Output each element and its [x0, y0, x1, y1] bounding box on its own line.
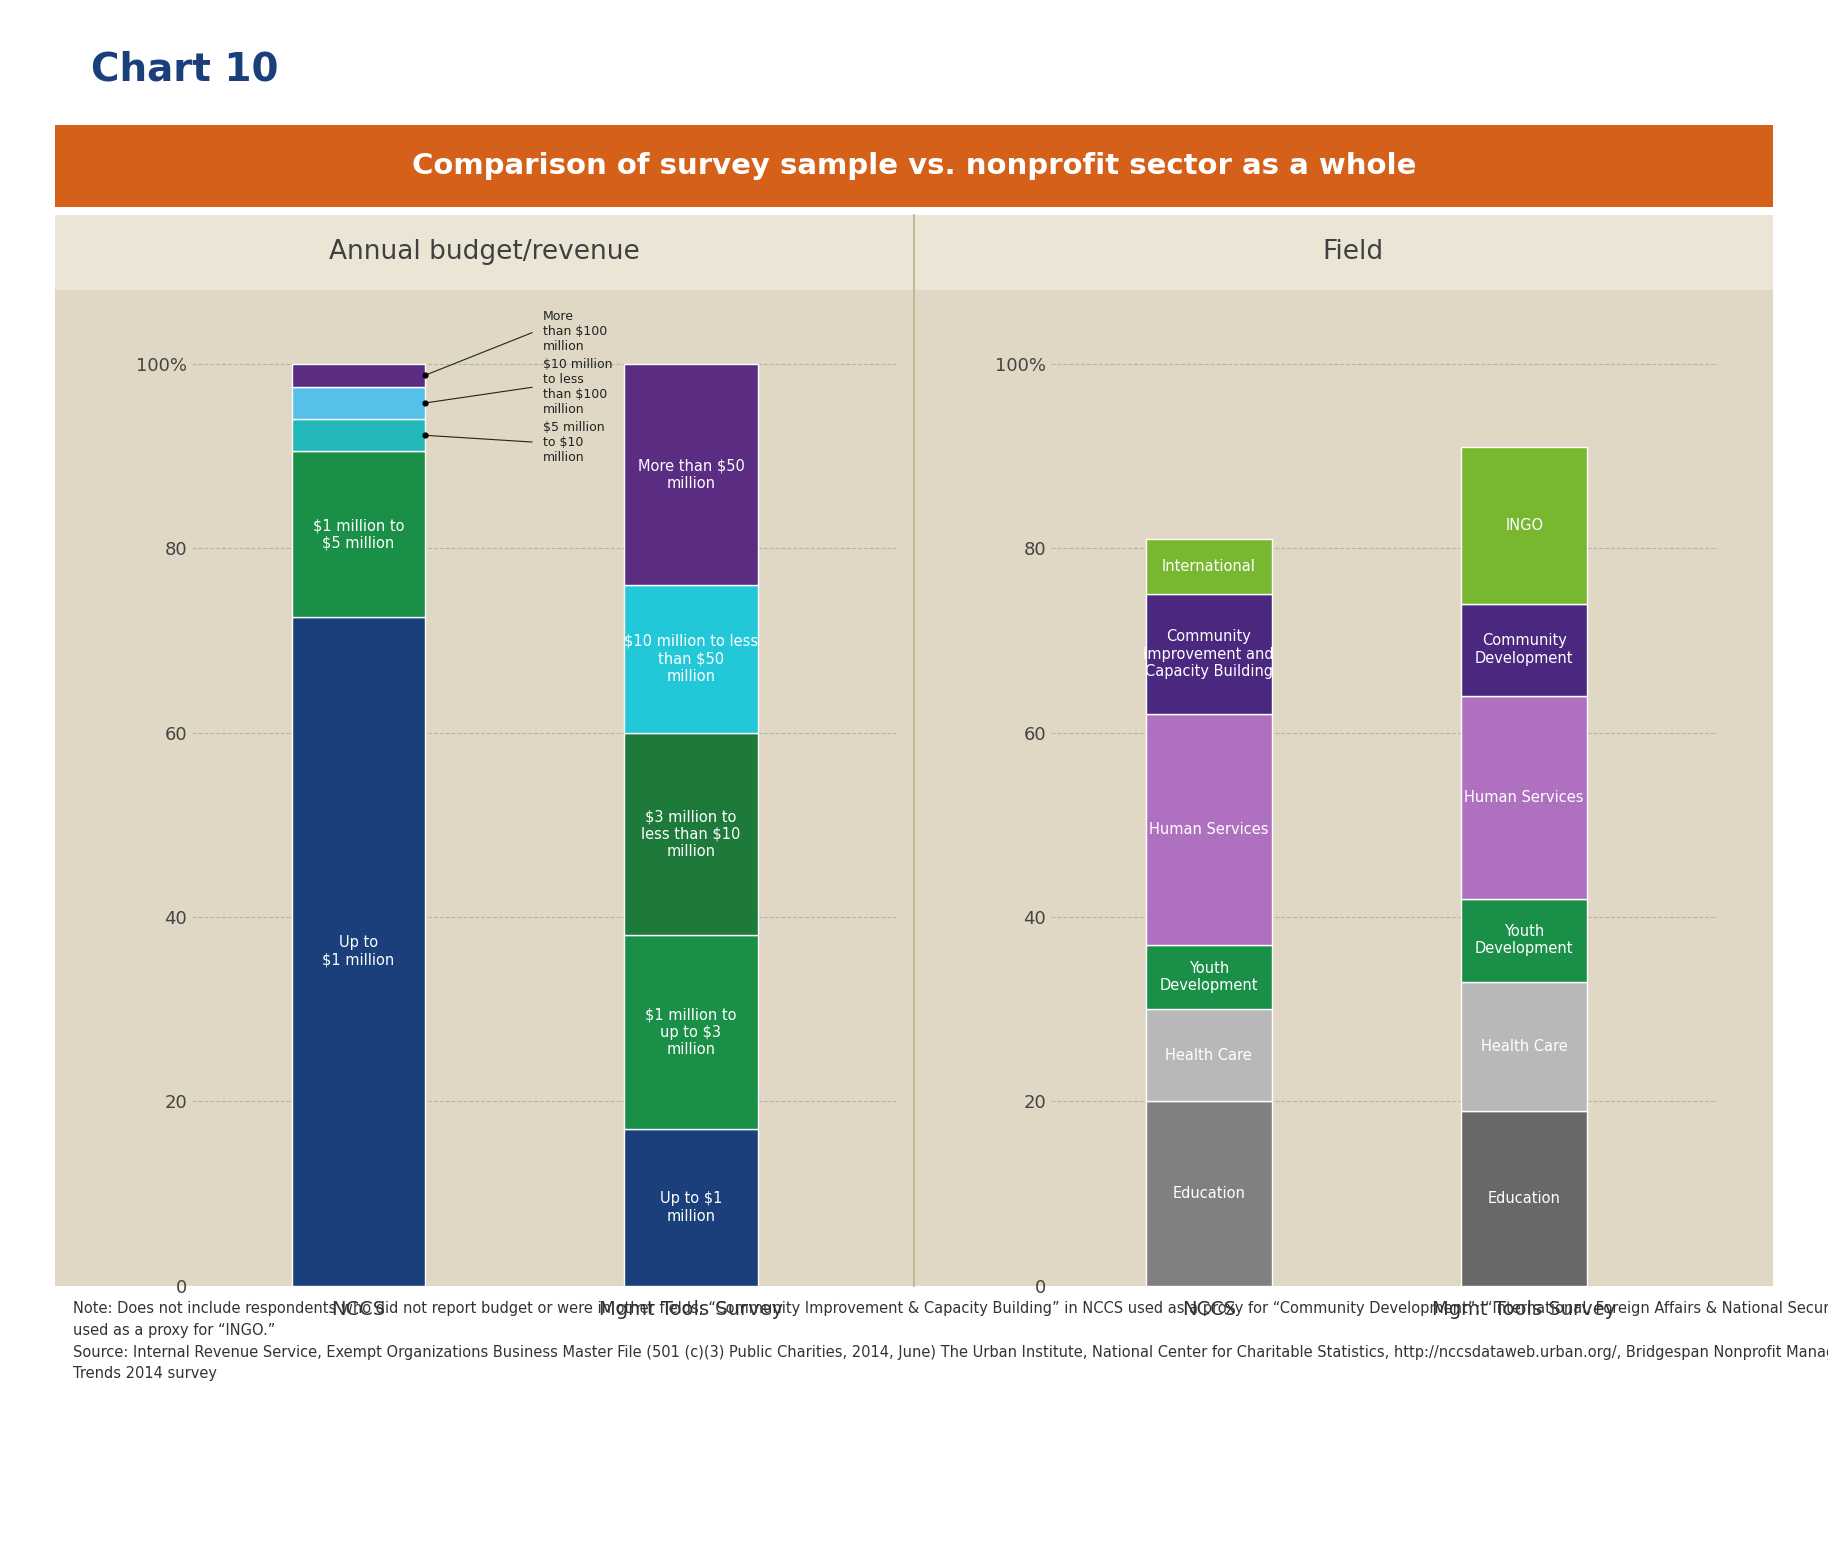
Text: INGO: INGO [1504, 517, 1543, 533]
Text: Note: Does not include respondents who did not report budget or were in other fi: Note: Does not include respondents who d… [73, 1301, 1828, 1381]
Bar [625, 936, 757, 1129]
Bar [292, 618, 424, 1286]
Text: $5 million
to $10
million: $5 million to $10 million [543, 420, 605, 464]
Text: Chart 10: Chart 10 [91, 50, 280, 88]
Text: Health Care: Health Care [1166, 1047, 1252, 1063]
Bar [1146, 944, 1272, 1010]
Text: More
than $100
million: More than $100 million [543, 310, 607, 353]
Bar [1461, 447, 1587, 604]
Bar [1146, 539, 1272, 594]
Text: Education: Education [1172, 1185, 1245, 1201]
Text: $1 million to
up to $3
million: $1 million to up to $3 million [645, 1007, 737, 1057]
Bar [1146, 1101, 1272, 1286]
Text: Up to
$1 million: Up to $1 million [322, 936, 395, 967]
Bar [1461, 898, 1587, 982]
Text: Up to $1
million: Up to $1 million [660, 1192, 722, 1223]
Bar [625, 364, 757, 585]
Text: Human Services: Human Services [1150, 822, 1269, 837]
Text: Annual budget/revenue: Annual budget/revenue [329, 240, 640, 265]
Text: Comparison of survey sample vs. nonprofit sector as a whole: Comparison of survey sample vs. nonprofi… [411, 152, 1417, 180]
Text: $1 million to
$5 million: $1 million to $5 million [313, 517, 404, 550]
Bar [1146, 1010, 1272, 1101]
Text: $10 million to less
than $50
million: $10 million to less than $50 million [623, 633, 759, 684]
Bar [1146, 594, 1272, 713]
Text: Field: Field [1322, 240, 1384, 265]
Bar [625, 1129, 757, 1286]
Text: Community
Development: Community Development [1475, 633, 1574, 666]
Bar [1461, 982, 1587, 1110]
Text: Community
Improvement and
Capacity Building: Community Improvement and Capacity Build… [1144, 629, 1274, 679]
Bar [292, 452, 424, 618]
Text: Youth
Development: Youth Development [1475, 924, 1574, 956]
Text: $3 million to
less than $10
million: $3 million to less than $10 million [642, 809, 740, 859]
Bar [625, 732, 757, 936]
Bar [1461, 604, 1587, 696]
Text: More than $50
million: More than $50 million [638, 458, 744, 491]
Bar [292, 387, 424, 419]
Bar [292, 419, 424, 452]
Text: $10 million
to less
than $100
million: $10 million to less than $100 million [543, 358, 612, 416]
Text: International: International [1163, 560, 1256, 574]
Text: Youth
Development: Youth Development [1159, 961, 1258, 993]
Bar [1146, 713, 1272, 944]
Bar [625, 585, 757, 732]
Bar [1461, 696, 1587, 898]
Text: Human Services: Human Services [1464, 790, 1585, 804]
Text: Education: Education [1488, 1190, 1561, 1206]
Text: Health Care: Health Care [1481, 1038, 1568, 1054]
Bar [1461, 1110, 1587, 1286]
Bar [292, 364, 424, 387]
